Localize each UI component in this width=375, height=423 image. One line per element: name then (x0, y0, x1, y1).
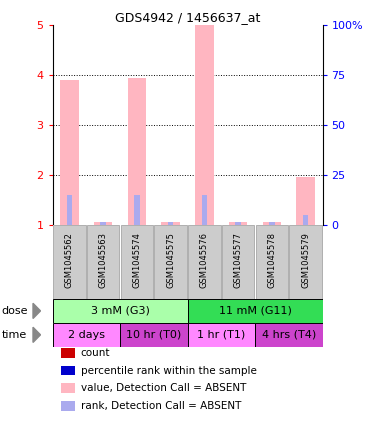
Bar (60, 80, 79, 225)
Bar (229, 222, 248, 225)
Bar (269, 222, 274, 225)
Text: 11 mM (G11): 11 mM (G11) (219, 306, 291, 316)
Text: GSM1045563: GSM1045563 (99, 232, 108, 288)
Bar (128, 78, 146, 225)
Text: GSM1045574: GSM1045574 (132, 233, 141, 288)
Bar (61, 366, 75, 375)
Bar (53, 323, 120, 347)
Text: time: time (2, 330, 27, 340)
Bar (94, 222, 112, 225)
Bar (296, 178, 315, 225)
Bar (120, 323, 188, 347)
Text: rank, Detection Call = ABSENT: rank, Detection Call = ABSENT (81, 401, 241, 411)
Text: GSM1045576: GSM1045576 (200, 232, 209, 288)
Text: value, Detection Call = ABSENT: value, Detection Call = ABSENT (81, 383, 246, 393)
Bar (188, 299, 322, 323)
Text: dose: dose (2, 306, 28, 316)
Bar (100, 222, 106, 225)
Title: GDS4942 / 1456637_at: GDS4942 / 1456637_at (115, 11, 260, 24)
Bar (188, 323, 255, 347)
Polygon shape (33, 303, 40, 319)
Text: 4 hrs (T4): 4 hrs (T4) (262, 330, 316, 340)
Bar (87, 225, 119, 299)
Bar (61, 384, 75, 393)
Bar (53, 299, 188, 323)
Text: GSM1045575: GSM1045575 (166, 233, 175, 288)
Bar (161, 222, 180, 225)
Text: count: count (81, 348, 110, 358)
Bar (61, 401, 75, 411)
Text: GSM1045577: GSM1045577 (234, 232, 243, 288)
Bar (255, 323, 322, 347)
Bar (67, 195, 72, 225)
Bar (290, 225, 322, 299)
Bar (134, 195, 140, 225)
Bar (168, 222, 173, 225)
Text: 2 days: 2 days (68, 330, 105, 340)
Bar (61, 348, 75, 357)
Bar (236, 222, 241, 225)
Polygon shape (33, 327, 40, 343)
Bar (262, 222, 281, 225)
Text: 3 mM (G3): 3 mM (G3) (91, 306, 149, 316)
Bar (195, 25, 214, 225)
Text: percentile rank within the sample: percentile rank within the sample (81, 365, 257, 376)
Bar (188, 225, 220, 299)
Bar (303, 215, 308, 225)
Bar (256, 225, 288, 299)
Bar (121, 225, 153, 299)
Text: 1 hr (T1): 1 hr (T1) (197, 330, 245, 340)
Text: GSM1045578: GSM1045578 (267, 232, 276, 288)
Text: GSM1045579: GSM1045579 (301, 233, 310, 288)
Bar (202, 195, 207, 225)
Bar (53, 225, 86, 299)
Text: GSM1045562: GSM1045562 (65, 233, 74, 288)
Bar (154, 225, 187, 299)
Text: 10 hr (T0): 10 hr (T0) (126, 330, 182, 340)
Bar (222, 225, 254, 299)
